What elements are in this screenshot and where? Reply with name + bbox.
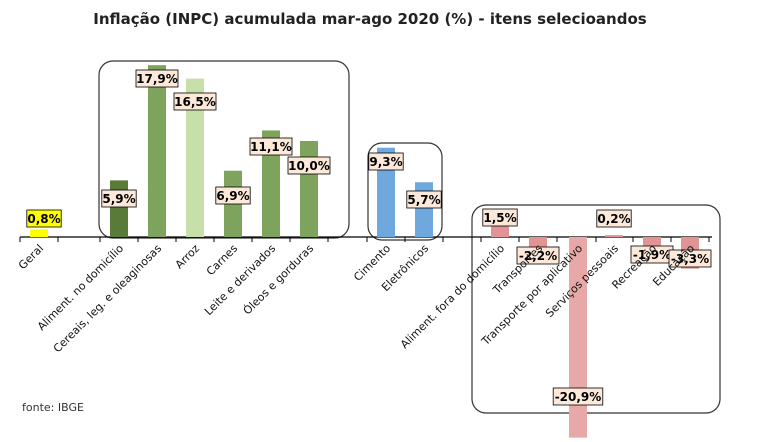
data-label: -2,2% <box>519 249 557 263</box>
data-label-box <box>135 69 179 88</box>
data-label-box <box>668 249 712 268</box>
chart-source: fonte: IBGE <box>22 401 84 414</box>
data-label-box <box>249 137 293 156</box>
bar <box>110 180 128 237</box>
data-label: 17,9% <box>136 72 178 86</box>
data-label: 5,9% <box>102 192 135 206</box>
chart-title: Inflação (INPC) acumulada mar-ago 2020 (… <box>93 10 647 28</box>
data-label-box <box>26 209 62 228</box>
x-tick-label: Óleos e gorduras <box>241 242 317 318</box>
group-frame-alimentos <box>98 60 350 239</box>
data-label: -1,9% <box>633 248 671 262</box>
bar <box>569 237 587 438</box>
bar <box>300 141 318 237</box>
data-label-box <box>173 92 217 111</box>
bar <box>605 235 623 237</box>
data-label-box <box>552 387 604 406</box>
bar <box>415 182 433 237</box>
x-tick-label: Geral <box>16 242 46 272</box>
data-label-box <box>406 190 442 209</box>
data-label: 6,9% <box>216 189 249 203</box>
data-label: 0,8% <box>27 212 60 226</box>
data-label-box <box>516 246 560 265</box>
data-label-box <box>101 189 137 208</box>
data-label-box <box>287 156 331 175</box>
data-label-box <box>596 209 632 228</box>
bar <box>262 130 280 237</box>
data-label: -20,9% <box>555 390 602 404</box>
x-tick-label: Arroz <box>173 242 203 272</box>
data-label-box <box>482 208 518 227</box>
data-label: 0,2% <box>597 212 630 226</box>
x-tick-label: Carnes <box>204 242 240 278</box>
data-label: 10,0% <box>288 159 330 173</box>
bar <box>30 229 48 237</box>
data-label: 16,5% <box>174 95 216 109</box>
data-label: 11,1% <box>250 140 292 154</box>
data-label: 5,7% <box>407 193 440 207</box>
bar <box>148 65 166 237</box>
group-frame-servicos <box>471 204 721 414</box>
data-label-box <box>368 152 404 171</box>
data-label-box <box>215 186 251 205</box>
x-tick-label: Leite e derivados <box>202 242 278 318</box>
data-label: 9,3% <box>369 155 402 169</box>
bar <box>186 78 204 237</box>
data-label: 1,5% <box>483 211 516 225</box>
data-label: -3,3% <box>671 252 709 266</box>
